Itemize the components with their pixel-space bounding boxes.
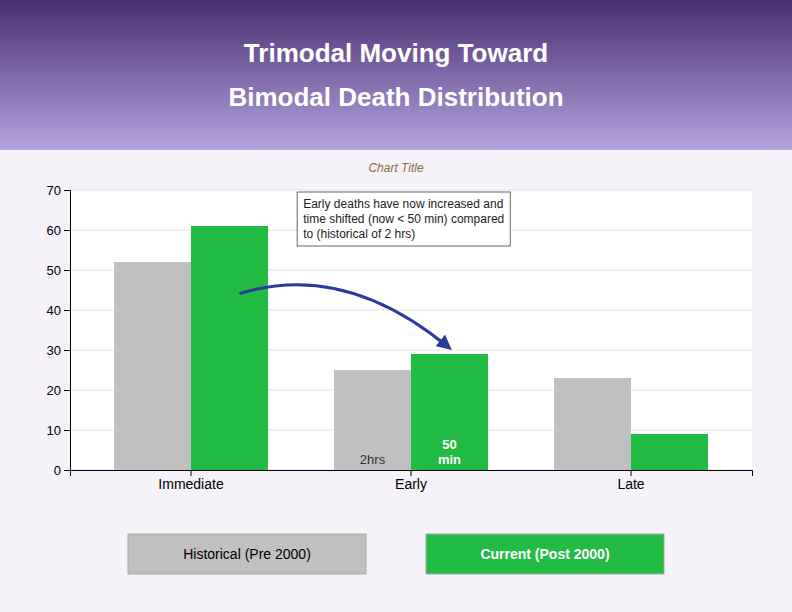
bar — [631, 434, 708, 470]
legend-item: Current (Post 2000) — [426, 534, 664, 574]
tick: 60 — [47, 223, 70, 238]
grid — [70, 190, 752, 470]
tick-label: 10 — [47, 423, 61, 438]
axis-line — [64, 191, 71, 471]
tick-label: Immediate — [158, 476, 224, 492]
tick-label: 30 — [47, 343, 61, 358]
tick-mark — [64, 230, 70, 231]
subtitle: Chart Title — [368, 161, 424, 175]
series — [191, 226, 708, 470]
annotation-line: time shifted (now < 50 min) compared — [303, 212, 504, 226]
tick: 30 — [47, 343, 70, 358]
tick-mark — [64, 470, 70, 471]
annotation-text: Early deaths have now increased andtime … — [303, 197, 504, 241]
legend-label: Current (Post 2000) — [480, 546, 609, 562]
legend-item: Historical (Pre 2000) — [128, 534, 366, 574]
tick-label: 70 — [47, 183, 61, 198]
legend: Historical (Pre 2000) Current (Post 2000) — [128, 534, 664, 574]
tick: Immediate — [158, 470, 224, 492]
tick-label: 20 — [47, 383, 61, 398]
bar-label: 50min — [438, 437, 461, 467]
tick-mark — [64, 270, 70, 271]
arrow — [240, 285, 450, 348]
chart: Trimodal Moving Toward Bimodal Death Dist… — [0, 0, 792, 612]
tick: 0 — [54, 463, 70, 478]
annotation: Early deaths have now increased andtime … — [297, 192, 510, 246]
tick: 50 — [47, 263, 70, 278]
bar-label: 2hrs — [360, 452, 386, 467]
annotation-line: Early deaths have now increased and — [303, 197, 503, 211]
tick: Early — [395, 470, 427, 492]
tick-label: 40 — [47, 303, 61, 318]
tick-label: Early — [395, 476, 427, 492]
bar-label-line: min — [438, 452, 461, 467]
x-axis: Immediate Early Late — [71, 470, 753, 492]
plot: 010203040506070ImmediateEarlyLate2hrs50m… — [47, 183, 753, 492]
bar — [411, 354, 488, 470]
tick-mark — [64, 350, 70, 351]
legend-swatch — [128, 534, 366, 574]
legend-label: Historical (Pre 2000) — [183, 546, 311, 562]
bar — [114, 262, 191, 470]
bar — [191, 226, 268, 470]
bar-label-line: 2hrs — [360, 452, 386, 467]
tick: 70 — [47, 183, 70, 198]
bar — [334, 370, 411, 470]
title-line: Bimodal Death Distribution — [228, 82, 563, 112]
legend-swatch — [426, 534, 664, 574]
bar-label-line: 50 — [442, 437, 456, 452]
bar — [554, 378, 631, 470]
tick-mark — [64, 430, 70, 431]
grid-line — [70, 190, 752, 191]
background — [0, 0, 792, 612]
header-band — [0, 0, 792, 150]
tick: Late — [617, 470, 644, 492]
annotation-line: to (historical of 2 hrs) — [303, 227, 415, 241]
title: Trimodal Moving Toward Bimodal Death Dist… — [228, 38, 563, 112]
title-line: Trimodal Moving Toward — [244, 38, 548, 68]
plot-background — [70, 190, 752, 470]
tick-label: 60 — [47, 223, 61, 238]
tick: 10 — [47, 423, 70, 438]
annotation-box — [297, 192, 510, 246]
tick: 40 — [47, 303, 70, 318]
tick-mark — [64, 390, 70, 391]
tick-mark — [64, 190, 70, 191]
tick-label: Late — [617, 476, 644, 492]
bars — [114, 226, 708, 470]
tick-mark — [64, 310, 70, 311]
tick-label: 50 — [47, 263, 61, 278]
tick: 20 — [47, 383, 70, 398]
tick-label: 0 — [54, 463, 61, 478]
y-axis: 0 10 20 30 40 50 60 70 — [47, 183, 71, 478]
